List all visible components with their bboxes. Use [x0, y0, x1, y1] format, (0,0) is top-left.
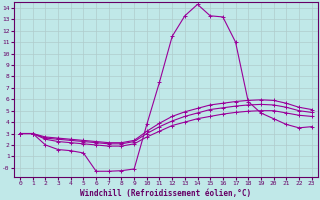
X-axis label: Windchill (Refroidissement éolien,°C): Windchill (Refroidissement éolien,°C) — [80, 189, 252, 198]
